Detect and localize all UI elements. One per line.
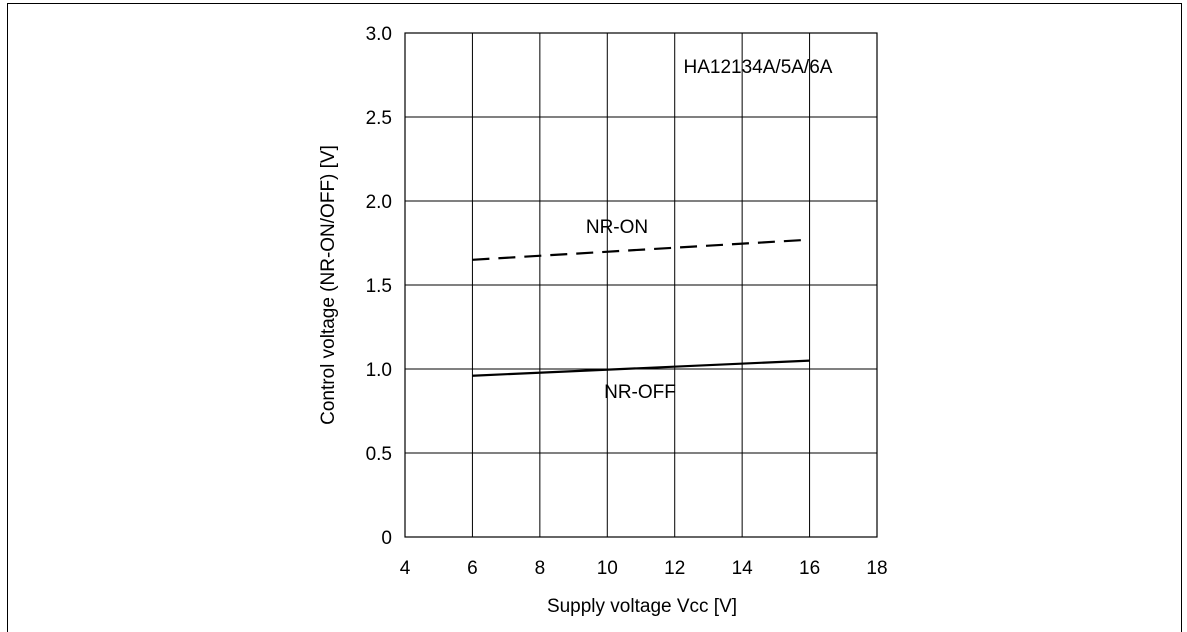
series-line-nr-on: [472, 238, 810, 261]
series-line-nr-off: [472, 359, 810, 377]
x-tick-label: 4: [400, 558, 411, 579]
y-tick-label: 0: [381, 528, 392, 549]
grid: [405, 33, 877, 537]
x-axis-label: Supply voltage Vcc [V]: [547, 596, 737, 617]
x-tick-label: 16: [799, 558, 820, 579]
series-label-nr-off: NR-OFF: [604, 382, 676, 403]
x-tick-label: 8: [535, 558, 546, 579]
x-tick-label: 6: [467, 558, 478, 579]
series-group: [472, 238, 810, 377]
y-tick-label: 0.5: [366, 444, 392, 465]
plot-border: [404, 32, 878, 538]
y-axis-label: Control voltage (NR-ON/OFF) [V]: [318, 145, 339, 425]
y-tick-label: 1.0: [366, 360, 392, 381]
x-tick-label: 12: [664, 558, 685, 579]
series-label-nr-on: NR-ON: [586, 217, 648, 238]
x-tick-label: 10: [597, 558, 618, 579]
y-tick-label: 1.5: [366, 276, 392, 297]
y-tick-label: 3.0: [366, 24, 392, 45]
chart-annotation: HA12134A/5A/6A: [684, 57, 833, 78]
x-tick-label: 14: [732, 558, 754, 579]
tick-labels: 4 6 8 10 12 14 16 18 0 0.5 1.0 1.5 2.0 2.5 3.0: [366, 24, 888, 579]
x-tick-label: 18: [866, 558, 887, 579]
figure-frame: [7, 3, 1182, 632]
y-tick-label: 2.0: [366, 192, 392, 213]
y-tick-label: 2.5: [366, 108, 392, 129]
